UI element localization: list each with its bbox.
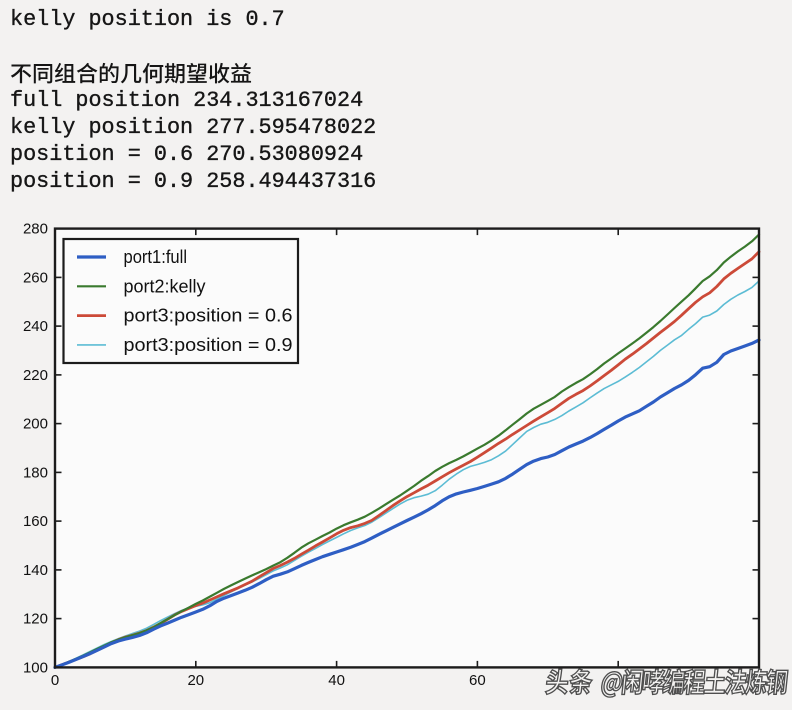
svg-text:240: 240 — [23, 318, 48, 335]
svg-text:20: 20 — [187, 672, 204, 689]
svg-text:60: 60 — [469, 672, 486, 689]
svg-text:120: 120 — [23, 611, 48, 628]
svg-text:0: 0 — [51, 672, 59, 689]
svg-text:280: 280 — [23, 221, 48, 238]
svg-text:port3:position = 0.9: port3:position = 0.9 — [124, 335, 293, 355]
svg-text:140: 140 — [23, 562, 48, 579]
svg-text:port3:position = 0.6: port3:position = 0.6 — [124, 306, 293, 326]
svg-text:40: 40 — [328, 672, 345, 689]
svg-text:220: 220 — [23, 367, 48, 384]
svg-text:180: 180 — [23, 464, 48, 481]
svg-text:port1:full: port1:full — [124, 247, 188, 267]
svg-text:160: 160 — [23, 513, 48, 530]
svg-text:200: 200 — [23, 416, 48, 433]
svg-text:100: 100 — [23, 659, 48, 676]
svg-text:port2:kelly: port2:kelly — [124, 276, 206, 296]
svg-text:260: 260 — [23, 269, 48, 286]
